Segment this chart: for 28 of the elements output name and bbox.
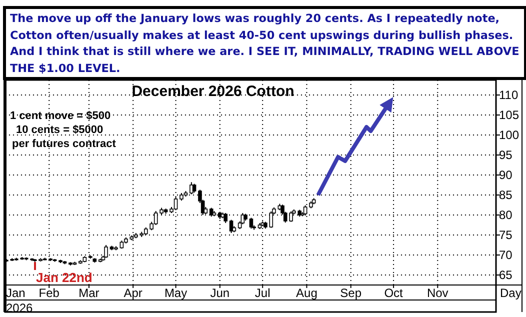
x-tick-label: Sep: [340, 286, 362, 300]
chart-subtitle: The move up off the January lows was roughly 20 cents. As I repeatedly note, Cotton often/usually makes at least 40-50 cent upswings during bullish phases. And I think that is still where we are. I SEE IT, MINIMALLY, TRADING WELL ABOVE THE $1.00 LEVEL.: [3, 6, 526, 80]
y-tick-label: 90: [499, 168, 513, 182]
annotation: Jan 22nd: [36, 270, 92, 285]
y-tick-label: 80: [499, 208, 513, 222]
x-tick-label: Jun: [210, 286, 230, 300]
x-tick-label: Apr: [124, 286, 142, 300]
chart-title: December 2026 Cotton: [132, 83, 294, 100]
x-tick-label: Oct: [384, 286, 404, 300]
x-tick-label: Jul: [254, 286, 270, 300]
annotation: per futures contract: [12, 138, 116, 150]
x-tick-label: Feb: [38, 286, 60, 300]
x-tick-label: Nov: [426, 286, 448, 300]
y-tick-label: 75: [499, 228, 513, 242]
y-tick-label: 110: [499, 88, 518, 102]
y-tick-label: 100: [499, 128, 520, 142]
x-tick-label: May: [164, 286, 188, 300]
y-tick-label: 95: [499, 148, 513, 162]
annotation: 10 cents = $5000: [16, 124, 104, 136]
y-tick-label: 105: [499, 108, 520, 122]
candlestick: [249, 217, 254, 230]
x-axis-title: Day: [500, 286, 522, 300]
x-tick-label: Aug: [296, 286, 318, 300]
x-tick-label: Jan: [6, 286, 26, 300]
y-tick-label: 65: [499, 268, 513, 282]
x-tick-label: Mar: [78, 286, 100, 300]
y-tick-label: 85: [499, 188, 513, 202]
y-tick-label: 70: [499, 248, 513, 262]
